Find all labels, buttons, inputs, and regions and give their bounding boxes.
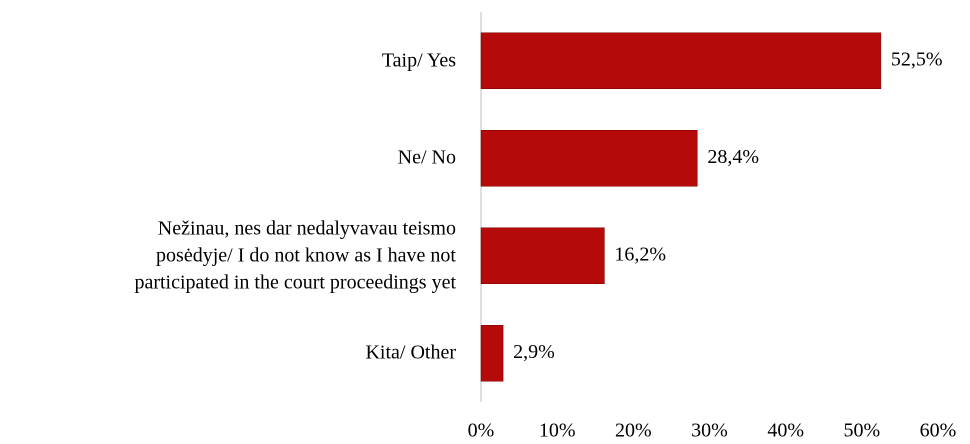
value-label: 2,9% xyxy=(513,341,555,363)
x-tick-label: 10% xyxy=(539,420,576,442)
bar xyxy=(480,325,504,382)
x-tick-label: 50% xyxy=(843,420,880,442)
category-label: Nežinau, nes dar nedalyvavau teismo posė… xyxy=(134,217,456,294)
x-tick-label: 60% xyxy=(920,420,957,442)
bar xyxy=(480,227,605,284)
value-label: 28,4% xyxy=(707,146,759,168)
x-tick-label: 30% xyxy=(691,420,728,442)
category-label: Taip/ Yes xyxy=(381,49,456,72)
value-label: 52,5% xyxy=(891,48,943,70)
x-tick-label: 0% xyxy=(468,420,495,442)
bar xyxy=(480,32,882,89)
value-label: 16,2% xyxy=(614,243,666,265)
category-label: Ne/ No xyxy=(397,146,456,169)
bar xyxy=(480,130,698,187)
x-tick-label: 20% xyxy=(615,420,652,442)
category-label: Kita/ Other xyxy=(365,341,456,364)
x-tick-label: 40% xyxy=(767,420,804,442)
